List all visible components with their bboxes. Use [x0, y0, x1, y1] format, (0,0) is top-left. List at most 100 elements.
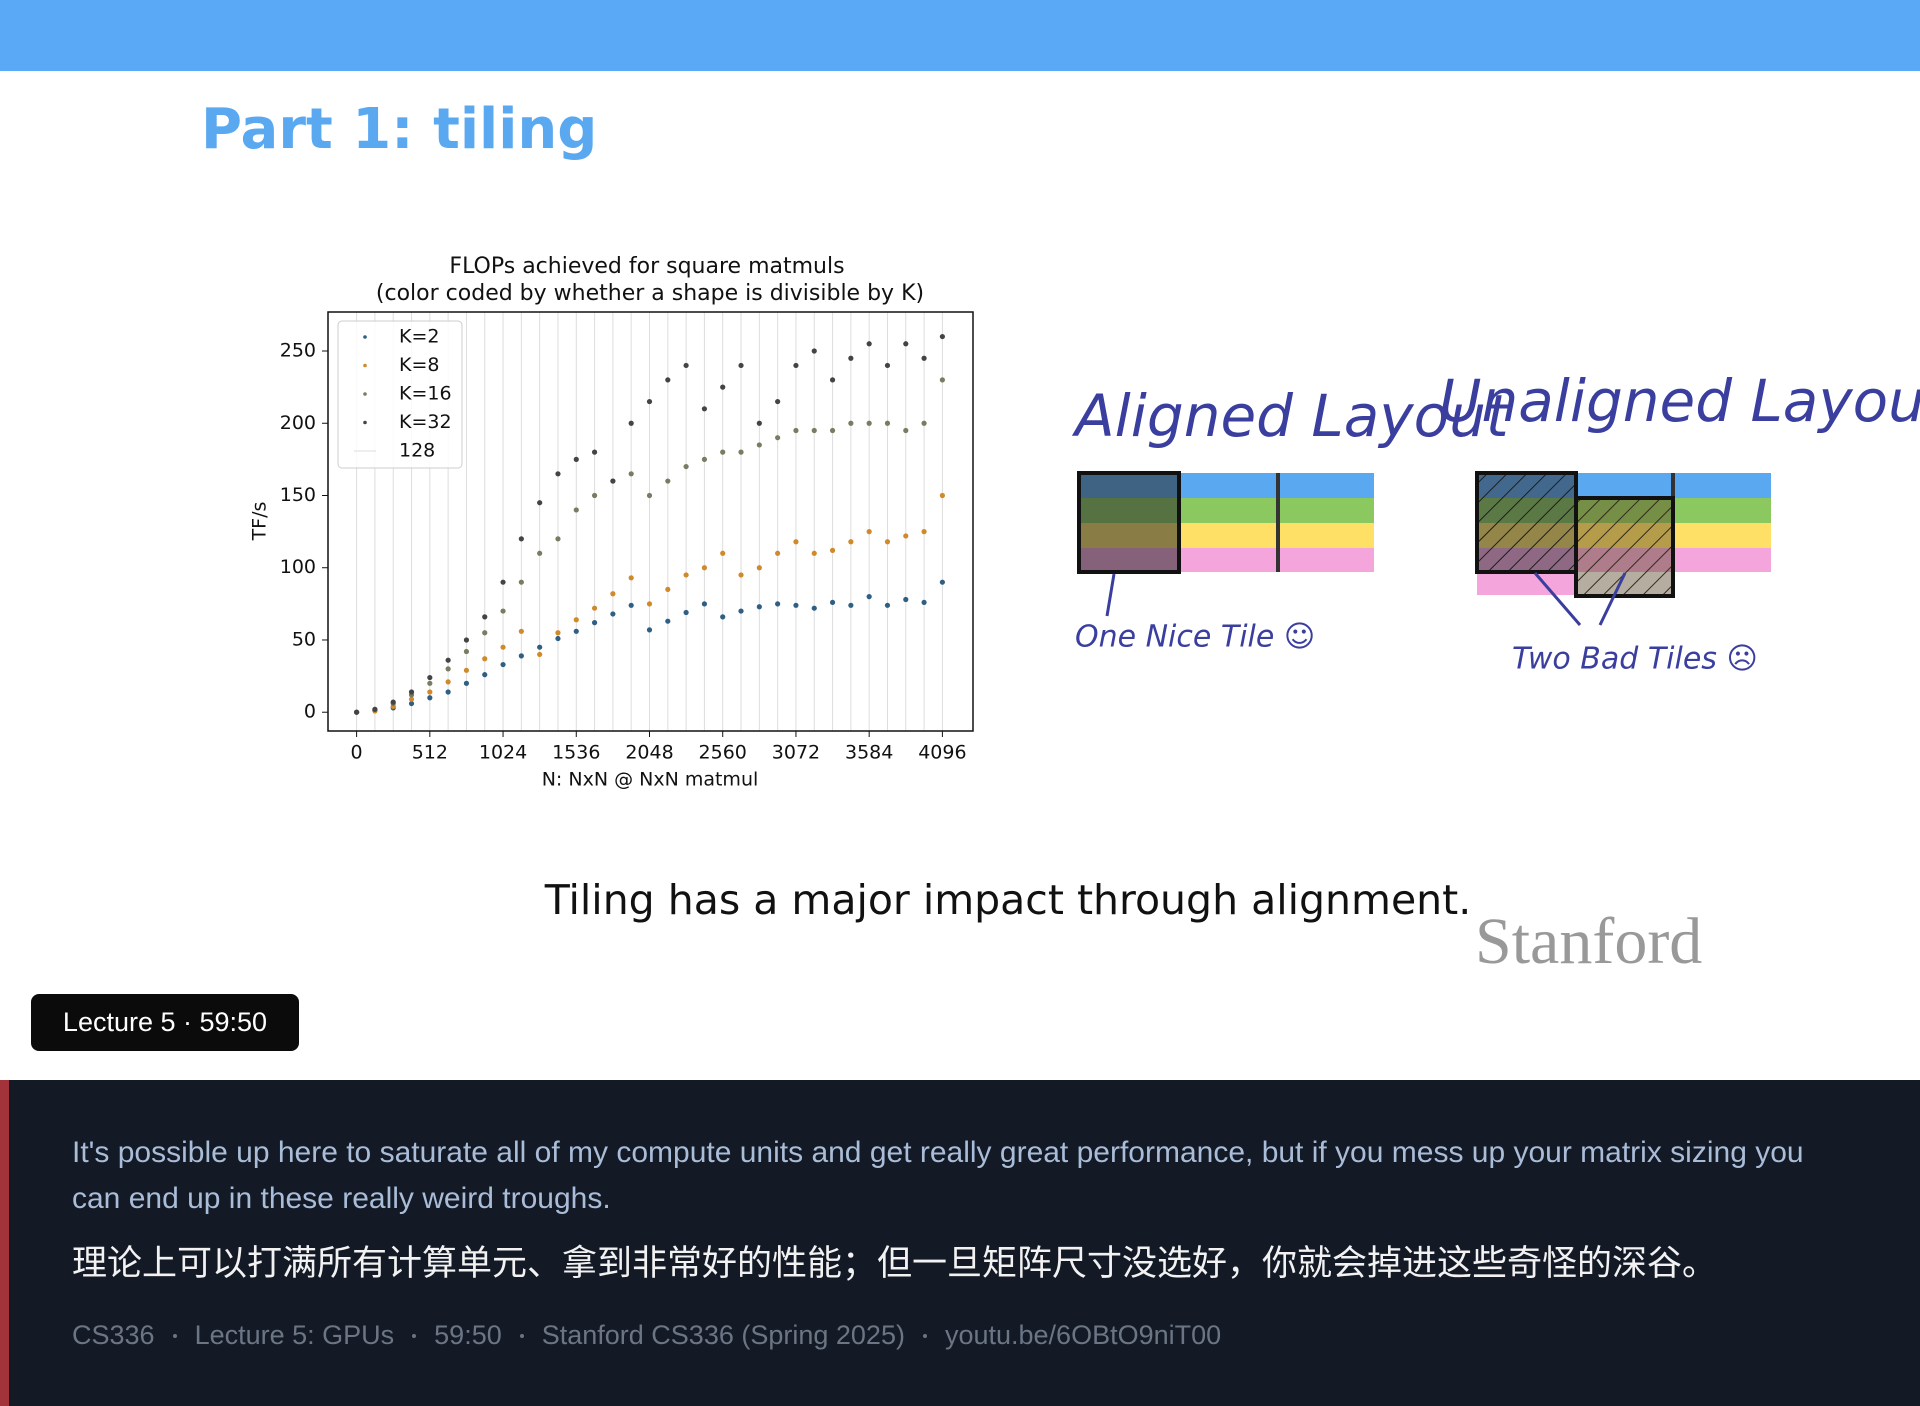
- data-point: [720, 614, 726, 620]
- data-point: [903, 341, 909, 347]
- legend-label: K=8: [399, 354, 439, 376]
- data-point: [720, 449, 726, 455]
- data-point: [884, 420, 891, 426]
- x-tick-label: 2560: [699, 742, 747, 764]
- data-point: [628, 471, 634, 477]
- data-point: [683, 362, 689, 369]
- chart-subtitle: (color coded by whether a shape is divis…: [376, 281, 924, 306]
- legend-label: 128: [399, 440, 435, 462]
- chart-title: FLOPs achieved for square matmuls: [449, 254, 844, 279]
- data-point: [591, 605, 598, 611]
- data-point: [445, 689, 451, 695]
- data-point: [591, 492, 598, 499]
- x-tick-label: 3072: [772, 742, 820, 764]
- data-point: [921, 420, 927, 426]
- data-point: [829, 599, 836, 606]
- data-point: [500, 661, 506, 668]
- chart: FLOPs achieved for square matmuls (color…: [249, 254, 974, 791]
- data-point: [701, 456, 708, 462]
- x-tick-label: 3584: [845, 742, 893, 764]
- data-point: [793, 602, 799, 608]
- x-tick-label: 4096: [918, 742, 966, 764]
- data-point: [921, 599, 927, 606]
- top-bar: [0, 0, 1920, 71]
- y-tick-label: 150: [280, 484, 316, 506]
- data-point: [463, 667, 470, 673]
- data-point: [738, 449, 744, 455]
- data-point: [793, 362, 799, 369]
- data-point: [921, 355, 927, 361]
- unaligned-title: Unaligned Layout: [1439, 367, 1920, 435]
- data-point: [866, 420, 872, 426]
- data-point: [646, 398, 653, 405]
- data-point: [866, 529, 872, 535]
- data-point: [463, 648, 470, 655]
- data-point: [610, 611, 616, 617]
- y-tick-label: 200: [280, 412, 316, 434]
- x-axis-label: N: NxN @ NxN matmul: [542, 769, 759, 791]
- data-point: [793, 427, 799, 434]
- data-point: [829, 427, 836, 434]
- data-point: [518, 653, 524, 659]
- data-point: [683, 463, 689, 470]
- data-point: [427, 680, 433, 686]
- data-point: [738, 608, 744, 614]
- data-point: [866, 341, 872, 347]
- data-point: [591, 620, 598, 626]
- data-point: [646, 601, 653, 607]
- data-point: [445, 679, 451, 685]
- data-point: [408, 689, 415, 695]
- data-point: [500, 579, 506, 585]
- chinese-subtitle: 理论上可以打满所有计算单元、拿到非常好的性能；但一旦矩阵尺寸没选好，你就会掉进这…: [72, 1244, 1718, 1284]
- data-point: [939, 492, 945, 499]
- x-tick-label: 1024: [479, 742, 527, 764]
- footer: CS336 Lecture 5: GPUs 59:50 Stanford CS3…: [72, 1320, 1221, 1351]
- data-point: [756, 604, 762, 610]
- timestamp-badge: Lecture 5 · 59:50: [31, 994, 299, 1051]
- y-tick-label: 50: [292, 628, 316, 650]
- link[interactable]: youtu.be/6OBtO9niT00: [944, 1320, 1222, 1350]
- data-point: [482, 656, 488, 662]
- legend-label: K=2: [399, 326, 439, 348]
- data-point: [665, 377, 671, 383]
- data-point: [683, 609, 689, 616]
- data-point: [518, 628, 524, 634]
- data-point: [848, 420, 854, 426]
- legend-marker: [363, 335, 367, 339]
- data-point: [701, 565, 708, 571]
- data-point: [628, 420, 634, 426]
- y-tick-label: 0: [304, 701, 316, 723]
- data-point: [646, 492, 653, 499]
- y-axis-label: TF/s: [249, 502, 271, 542]
- data-point: [518, 579, 524, 585]
- data-point: [555, 536, 561, 542]
- unaligned-stripes: [1475, 471, 1771, 626]
- data-point: [793, 539, 799, 545]
- data-point: [811, 550, 817, 556]
- data-point: [555, 635, 561, 642]
- data-point: [775, 550, 781, 556]
- data-point: [390, 699, 396, 705]
- data-point: [848, 539, 854, 545]
- data-point: [610, 591, 616, 597]
- data-point: [427, 689, 433, 695]
- data-point: [756, 420, 762, 426]
- data-point: [408, 700, 415, 707]
- data-point: [354, 709, 360, 715]
- legend-label: K=16: [399, 383, 452, 405]
- data-point: [939, 377, 945, 383]
- x-tick-label: 0: [351, 742, 363, 764]
- data-point: [463, 637, 470, 643]
- data-point: [628, 602, 634, 608]
- data-point: [408, 696, 415, 702]
- data-point: [591, 449, 598, 455]
- data-point: [665, 478, 671, 484]
- data-point: [445, 657, 451, 663]
- data-point: [939, 333, 945, 340]
- y-tick-label: 250: [280, 340, 316, 362]
- data-point: [683, 572, 689, 578]
- data-point: [829, 377, 836, 383]
- time: 59:50: [434, 1320, 502, 1350]
- data-point: [646, 627, 653, 633]
- data-point: [463, 680, 470, 686]
